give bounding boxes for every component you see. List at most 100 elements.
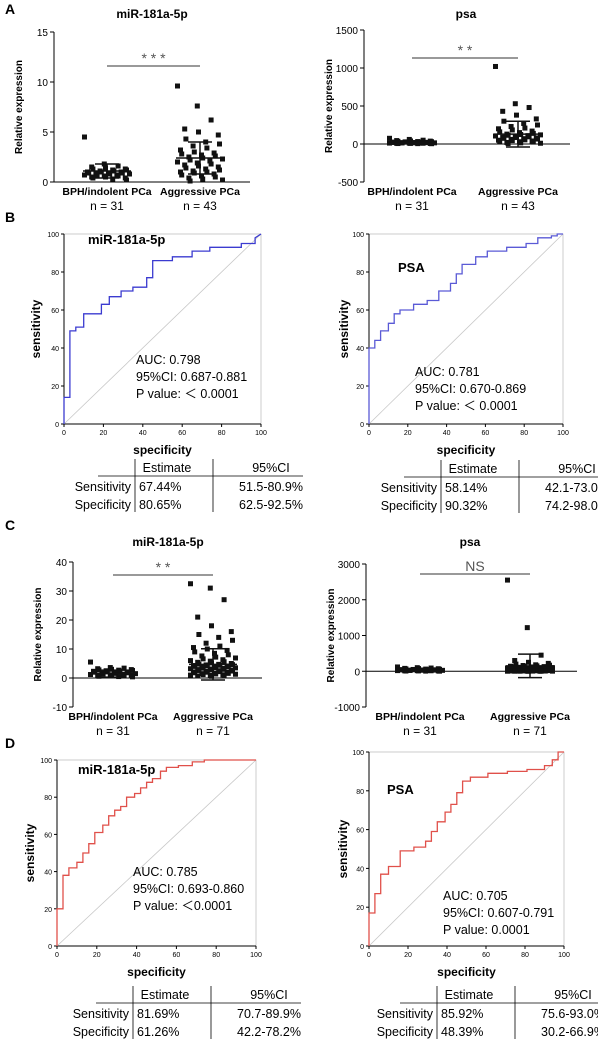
y-tick-label: 80 (44, 795, 52, 802)
data-point (90, 175, 96, 181)
data-point (188, 581, 193, 587)
x-tick-label: 20 (93, 952, 101, 959)
data-point (204, 145, 210, 151)
data-point (213, 665, 219, 671)
data-point (191, 149, 197, 155)
table-header: Estimate (141, 988, 190, 1002)
y-tick-label: 0 (48, 944, 52, 951)
data-point (195, 673, 201, 679)
roc-stat-line: 95%CI: 0.687-0.881 (136, 370, 247, 384)
data-point (224, 647, 230, 653)
data-point (550, 668, 555, 674)
category-label: Aggressive PCa (173, 711, 253, 723)
data-point (107, 171, 113, 177)
y-tick-label: 100 (352, 750, 364, 757)
table-cell: 51.5-80.9% (239, 480, 303, 494)
x-tick-label: 60 (173, 952, 181, 959)
panel-letter-A: A (5, 1, 15, 17)
table-row-label: Sensitivity (75, 480, 132, 494)
y-tick-label: 40 (51, 346, 59, 353)
x-tick-label: 100 (557, 430, 569, 437)
data-point (225, 664, 231, 670)
scatter-chart-1: psa -500 0 500 1000 1500 Relative expression * … (324, 7, 570, 213)
data-point (203, 640, 209, 646)
panel-letter-D: D (5, 735, 15, 751)
data-point (493, 133, 498, 139)
data-point (209, 667, 214, 673)
table-cell: 58.14% (445, 481, 487, 495)
roc-chart-3: 0 20 40 60 80 100 0 20 40 60 80 100 sensitivity speci… (337, 232, 598, 513)
y-tick-label: 20 (356, 384, 364, 391)
data-point (182, 162, 188, 168)
data-point (178, 147, 183, 153)
table-row-label: Specificity (75, 498, 132, 512)
data-point (530, 139, 536, 145)
y-tick-label: 500 (341, 102, 358, 113)
data-point (212, 174, 218, 180)
table-cell: 85.92% (441, 1007, 483, 1021)
data-point (213, 654, 219, 660)
data-point (428, 665, 434, 671)
y-tick-label: 1000 (338, 632, 361, 643)
chart-title: psa (456, 7, 477, 21)
y-tick-label: 40 (356, 866, 364, 873)
roc-chart-7: 0 20 40 60 80 100 0 20 40 60 80 100 sensitivity speci… (336, 750, 598, 1039)
data-point (526, 668, 531, 674)
data-point (514, 112, 519, 118)
data-point (225, 670, 231, 676)
table-header: 95%CI (250, 988, 288, 1002)
table-cell: 48.39% (441, 1025, 483, 1039)
data-point (233, 671, 238, 677)
data-point (103, 174, 108, 180)
y-tick-label: 40 (56, 558, 68, 569)
roc-series-label: PSA (398, 260, 425, 275)
y-tick-label: 0 (360, 422, 364, 429)
data-point (182, 126, 188, 132)
data-point (233, 665, 238, 671)
n-label: n = 43 (501, 199, 535, 213)
data-point (509, 668, 515, 674)
table-header: Estimate (143, 461, 192, 475)
data-point (505, 132, 511, 138)
data-point (187, 178, 193, 184)
x-tick-label: 60 (482, 952, 490, 959)
data-point (179, 172, 185, 178)
data-point (110, 176, 116, 182)
y-axis-label: Relative expression (326, 589, 337, 683)
y-tick-label: 80 (51, 270, 59, 277)
data-point (530, 668, 536, 674)
table-cell: 75.6-93.0% (541, 1007, 598, 1021)
roc-stat-line: 95%CI: 0.670-0.869 (415, 382, 526, 396)
category-label: Aggressive PCa (478, 186, 558, 198)
roc-curve (56, 759, 256, 946)
data-point (90, 166, 96, 172)
y-axis-label: sensitivity (29, 299, 43, 358)
y-axis-label: Relative expression (14, 60, 25, 154)
data-point (521, 668, 527, 674)
data-point (497, 129, 503, 135)
roc-series-label: PSA (387, 782, 414, 797)
data-point (191, 645, 196, 651)
data-point (530, 130, 536, 136)
data-point (395, 668, 400, 674)
data-point (199, 173, 204, 179)
data-point (508, 124, 514, 130)
data-point (217, 669, 223, 675)
data-point (211, 171, 217, 177)
table-cell: 62.5-92.5% (239, 498, 303, 512)
data-point (175, 83, 180, 89)
data-point (221, 659, 227, 665)
data-point (512, 668, 518, 674)
roc-stat-line: 95%CI: 0.607-0.791 (443, 906, 554, 920)
y-axis-label: sensitivity (336, 819, 350, 878)
x-tick-label: 100 (250, 952, 262, 959)
y-tick-label: 20 (56, 616, 68, 627)
data-point (104, 669, 110, 675)
data-point (217, 662, 223, 668)
table-row-label: Sensitivity (381, 481, 438, 495)
y-tick-label: 60 (44, 832, 52, 839)
x-tick-label: 0 (62, 430, 66, 437)
data-point (501, 118, 507, 124)
n-label: n = 31 (96, 724, 130, 738)
